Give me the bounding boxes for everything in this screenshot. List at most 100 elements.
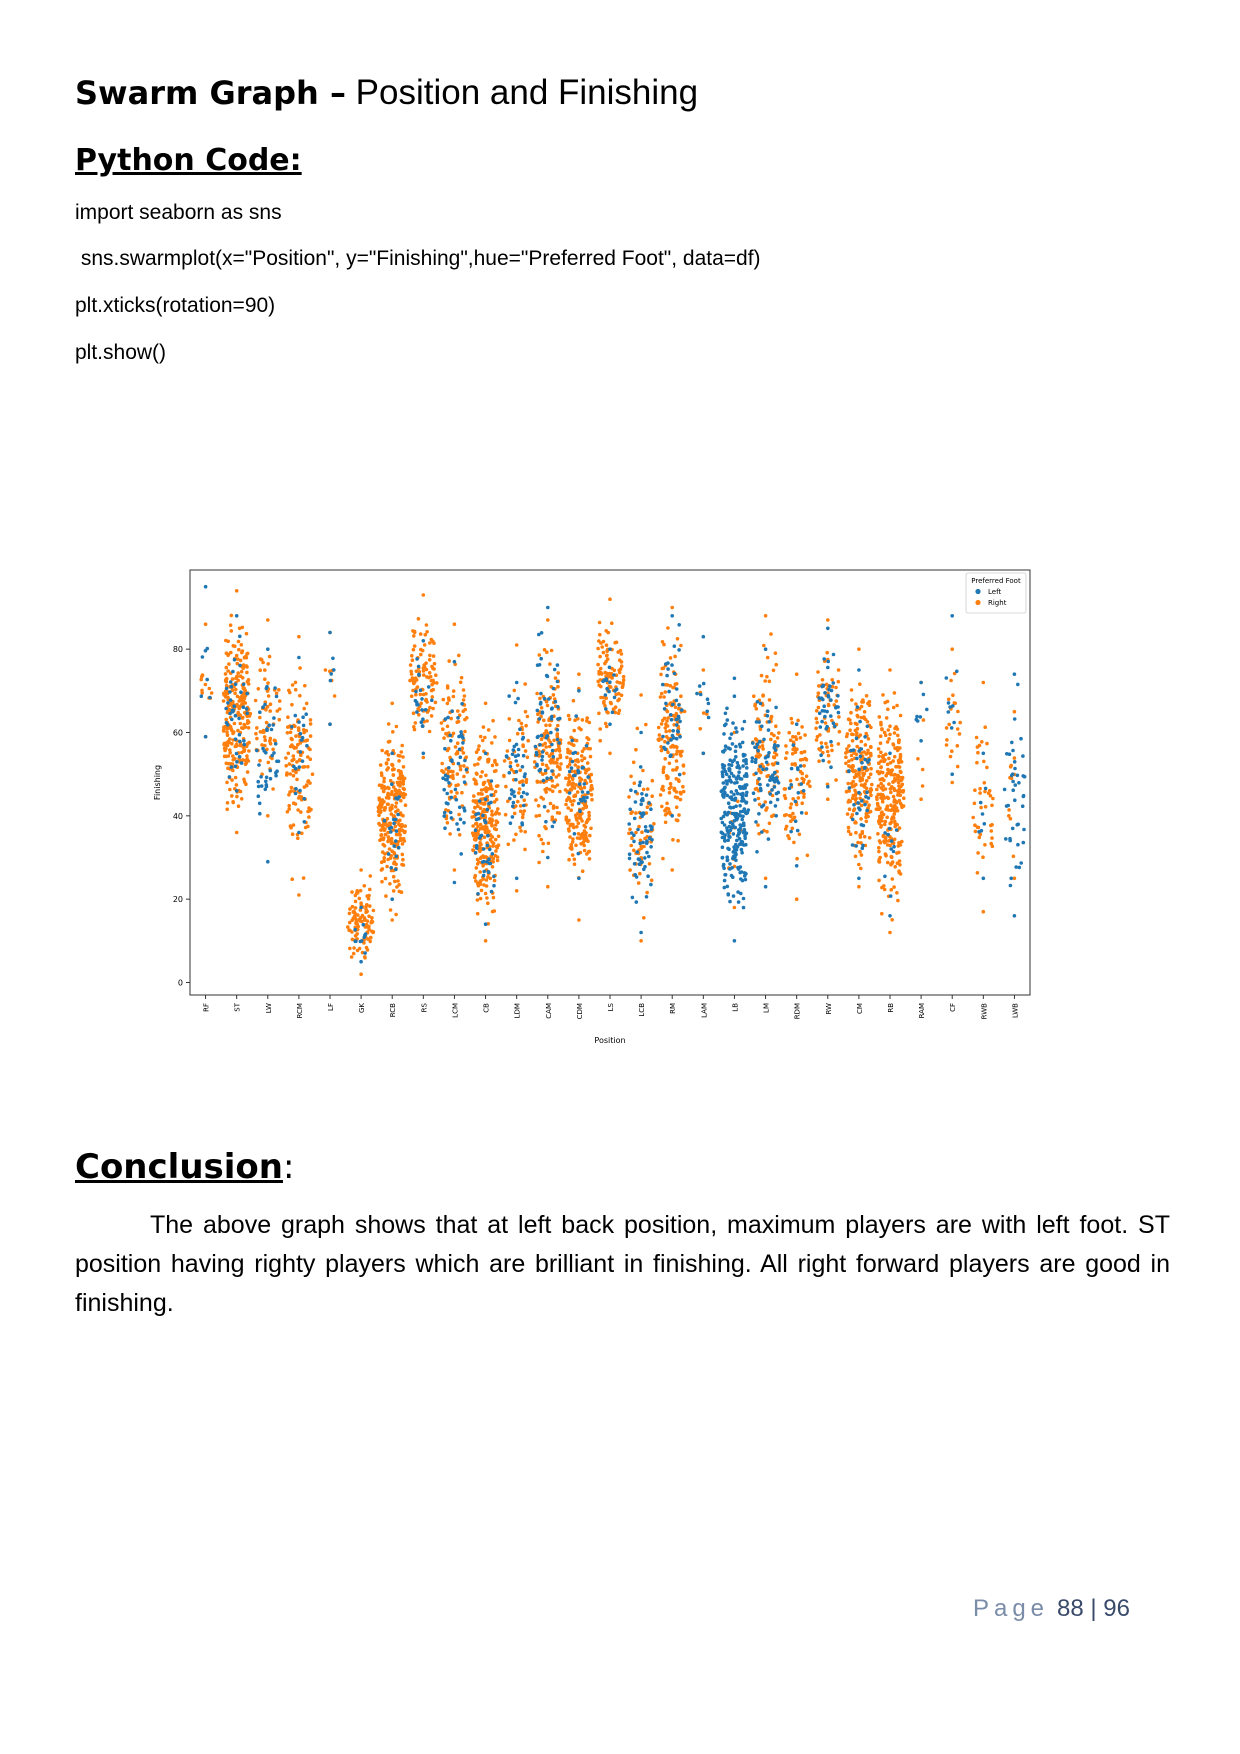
point-right [290, 832, 295, 836]
x-tick-label: RCB [389, 1003, 397, 1017]
point-right [411, 711, 416, 715]
point-left [539, 691, 543, 696]
point-left [643, 825, 648, 829]
point-right [430, 664, 434, 669]
point-right [955, 744, 960, 748]
point-right [552, 738, 556, 743]
point-left [576, 851, 581, 856]
point-left [728, 736, 732, 741]
point-left [459, 852, 464, 856]
point-right [462, 694, 467, 698]
swarm-ldm [502, 643, 530, 893]
point-left [638, 765, 643, 769]
point-right [347, 920, 352, 925]
x-tick-label: RWB [980, 1003, 988, 1020]
point-left [738, 826, 743, 831]
point-left [720, 835, 725, 840]
point-right [403, 792, 408, 797]
point-left [736, 900, 741, 904]
point-right [845, 732, 850, 736]
point-right [237, 713, 242, 717]
point-right [579, 754, 584, 758]
swarm-cdm [563, 672, 595, 922]
point-left [886, 832, 890, 837]
point-left [888, 751, 892, 756]
point-left [649, 882, 653, 887]
point-right [774, 753, 779, 757]
point-left [555, 737, 560, 742]
point-left [728, 899, 732, 904]
point-right [660, 804, 664, 809]
point-left [670, 663, 674, 667]
point-right [663, 739, 667, 744]
point-right [419, 701, 424, 706]
point-left [415, 657, 419, 661]
point-right [855, 744, 859, 749]
point-left [760, 830, 764, 834]
point-right [555, 764, 560, 769]
point-right [495, 762, 499, 767]
point-left [458, 755, 463, 759]
point-left [723, 812, 727, 816]
point-left [771, 773, 775, 777]
point-right [242, 749, 247, 753]
point-right [572, 728, 576, 733]
point-right [857, 862, 861, 867]
point-right [351, 951, 356, 956]
point-left [228, 690, 232, 694]
point-right [384, 894, 388, 898]
point-left [821, 758, 825, 763]
point-left [572, 832, 577, 836]
point-left [328, 722, 332, 726]
point-left [726, 810, 731, 815]
point-left [635, 850, 640, 854]
point-left [826, 665, 830, 670]
point-right [224, 717, 228, 722]
point-right [552, 697, 557, 701]
point-right [571, 837, 575, 841]
point-right [411, 688, 415, 693]
point-left [894, 828, 899, 832]
point-right [238, 674, 243, 678]
point-right [784, 813, 788, 817]
point-left [754, 757, 758, 762]
point-right [484, 773, 488, 778]
point-right [515, 731, 520, 736]
point-left [268, 768, 273, 773]
point-right [795, 856, 799, 861]
point-right [495, 858, 500, 863]
point-right [261, 660, 265, 665]
point-left [741, 896, 746, 901]
point-right [878, 816, 882, 821]
point-right [486, 901, 490, 905]
point-right [522, 809, 527, 813]
point-left [389, 866, 393, 870]
point-right [390, 789, 394, 794]
point-right [262, 735, 267, 739]
point-right [271, 747, 275, 752]
point-left [545, 776, 549, 780]
point-right [277, 688, 281, 692]
point-left [765, 709, 770, 713]
point-left [553, 699, 558, 704]
point-right [890, 877, 895, 881]
point-right [491, 844, 495, 848]
point-right [347, 911, 352, 916]
point-right [200, 688, 204, 693]
point-left [492, 874, 496, 879]
point-right [415, 685, 420, 689]
point-right [359, 868, 363, 872]
x-tick-label: LF [327, 1003, 335, 1011]
point-right [479, 774, 483, 779]
point-right [955, 764, 960, 769]
point-right [556, 684, 560, 689]
point-right [897, 859, 902, 863]
point-left [643, 864, 647, 869]
point-right [541, 797, 545, 801]
point-right [380, 824, 385, 828]
point-right [650, 778, 655, 783]
point-left [482, 869, 487, 874]
point-right [619, 652, 624, 656]
point-left [750, 759, 754, 764]
point-right [982, 781, 987, 785]
